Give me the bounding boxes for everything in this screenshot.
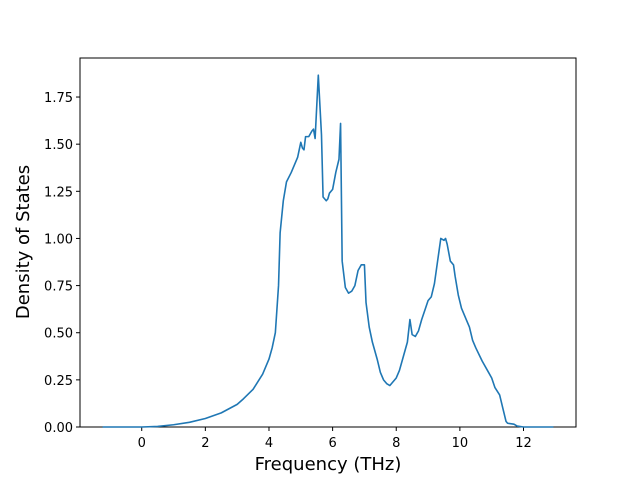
y-tick-label: 0.50: [44, 327, 73, 342]
y-tick-label: 0.75: [44, 280, 73, 295]
y-tick-label: 1.75: [44, 91, 73, 106]
x-axis-label: Frequency (THz): [255, 454, 402, 475]
y-tick-label: 0.00: [44, 421, 73, 436]
x-tick-label: 6: [328, 436, 336, 451]
x-tick-label: 8: [392, 436, 400, 451]
y-tick-label: 1.25: [44, 185, 73, 200]
x-tick-label: 10: [452, 436, 469, 451]
y-tick-label: 1.00: [44, 232, 73, 247]
data-line: [102, 74, 554, 428]
x-tick-label: 0: [138, 436, 146, 451]
x-tick-label: 2: [201, 436, 209, 451]
y-tick-label: 1.50: [44, 138, 73, 153]
x-tick-label: 12: [515, 436, 532, 451]
x-tick-label: 4: [265, 436, 273, 451]
plot-frame: [79, 57, 577, 428]
y-axis-label: Density of States: [13, 165, 34, 319]
y-tick-label: 0.25: [44, 374, 73, 389]
